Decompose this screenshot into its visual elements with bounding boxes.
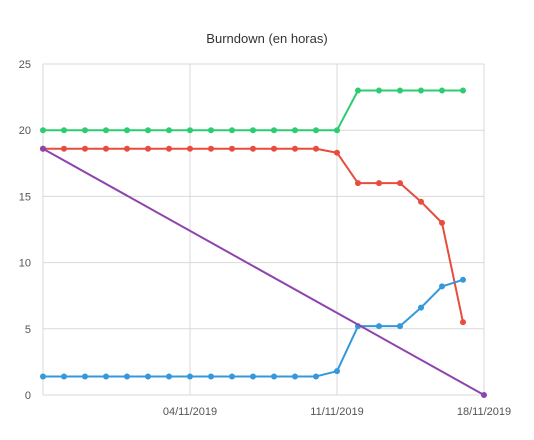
data-point[interactable] [397,180,403,187]
data-point[interactable] [124,373,130,380]
y-tick-label: 5 [25,324,31,336]
data-point[interactable] [418,87,424,94]
data-point[interactable] [40,127,46,134]
data-point[interactable] [397,87,403,94]
data-point[interactable] [40,373,46,380]
data-point[interactable] [334,149,340,156]
data-point[interactable] [103,145,109,152]
series-3 [40,276,466,380]
data-point[interactable] [187,145,193,152]
y-tick-label: 25 [19,59,31,71]
y-tick-label: 20 [19,125,31,137]
data-point[interactable] [145,145,151,152]
data-point[interactable] [103,373,109,380]
data-point[interactable] [82,373,88,380]
series-line [43,147,464,323]
axes: 0 5 10 15 20 25 04/11/2019 11/11/2019 18/11/2019 [19,59,511,418]
data-point[interactable] [61,373,67,380]
data-point[interactable] [397,323,403,330]
x-tick-label: 04/11/2019 [163,406,217,418]
data-point[interactable] [208,373,214,380]
data-point[interactable] [313,373,319,380]
data-point[interactable] [376,180,382,187]
data-point[interactable] [145,127,151,134]
chart-title: Burndown (en horas) [206,31,327,46]
x-tick-label: 11/11/2019 [310,406,363,418]
data-point[interactable] [229,145,235,152]
data-point[interactable] [187,373,193,380]
data-point[interactable] [355,87,361,94]
data-point[interactable] [40,145,46,152]
data-point[interactable] [124,145,130,152]
data-point[interactable] [439,87,445,94]
data-point[interactable] [292,145,298,152]
data-point[interactable] [187,127,193,134]
series-4 [40,145,487,398]
data-point[interactable] [166,127,172,134]
data-point[interactable] [271,127,277,134]
y-tick-label: 0 [25,390,31,402]
data-point[interactable] [460,276,466,283]
data-point[interactable] [82,145,88,152]
data-point[interactable] [271,373,277,380]
data-point[interactable] [82,127,88,134]
data-point[interactable] [355,180,361,187]
data-point[interactable] [208,145,214,152]
data-point[interactable] [124,127,130,134]
data-point[interactable] [460,87,466,94]
data-point[interactable] [334,368,340,375]
data-point[interactable] [418,198,424,205]
data-point[interactable] [292,127,298,134]
data-point[interactable] [460,319,466,326]
data-point[interactable] [229,127,235,134]
y-tick-label: 15 [19,191,31,203]
data-point[interactable] [250,145,256,152]
data-point[interactable] [250,373,256,380]
series-layer [40,87,487,398]
data-point[interactable] [229,373,235,380]
data-point[interactable] [61,145,67,152]
data-point[interactable] [208,127,214,134]
x-tick-label: 18/11/2019 [457,406,511,418]
series-1 [40,87,466,134]
data-point[interactable] [103,127,109,134]
series-2 [40,145,466,326]
grid [42,63,485,396]
data-point[interactable] [481,392,487,398]
series-line [43,89,463,132]
series-line [42,147,485,396]
data-point[interactable] [166,145,172,152]
data-point[interactable] [376,323,382,330]
data-point[interactable] [334,127,340,134]
data-point[interactable] [271,145,277,152]
data-point[interactable] [418,304,424,311]
data-point[interactable] [376,87,382,94]
data-point[interactable] [292,373,298,380]
data-point[interactable] [439,219,445,226]
data-point[interactable] [313,127,319,134]
data-point[interactable] [61,127,67,134]
data-point[interactable] [166,373,172,380]
data-point[interactable] [250,127,256,134]
data-point[interactable] [145,373,151,380]
data-point[interactable] [313,145,319,152]
data-point[interactable] [439,283,445,290]
y-tick-label: 10 [19,258,31,270]
